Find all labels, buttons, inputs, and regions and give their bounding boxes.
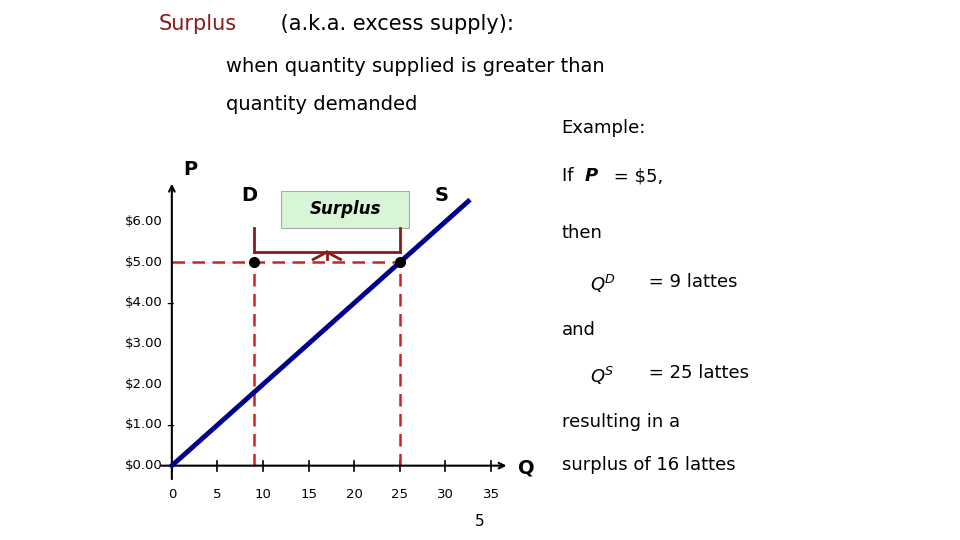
Text: when quantity supplied is greater than: when quantity supplied is greater than: [226, 57, 604, 76]
Text: = 25 lattes: = 25 lattes: [643, 364, 749, 382]
Text: $2.00: $2.00: [125, 378, 162, 391]
Text: quantity demanded: quantity demanded: [226, 94, 417, 113]
Text: $\mathbf{D}$: $\mathbf{D}$: [241, 186, 258, 205]
Text: $\mathbf{\mathit{Q}}^S$: $\mathbf{\mathit{Q}}^S$: [590, 364, 614, 387]
Text: Surplus: Surplus: [158, 14, 236, 33]
Text: 0: 0: [168, 488, 176, 501]
Text: then: then: [562, 224, 603, 242]
Text: $1.00: $1.00: [125, 418, 162, 431]
Text: $5.00: $5.00: [125, 256, 162, 269]
Text: and: and: [562, 321, 595, 339]
FancyBboxPatch shape: [281, 191, 409, 228]
Text: $0.00: $0.00: [125, 459, 162, 472]
Text: 30: 30: [437, 488, 454, 501]
Text: $\mathbf{P}$: $\mathbf{P}$: [182, 160, 198, 179]
Text: Example:: Example:: [562, 119, 646, 137]
Text: resulting in a: resulting in a: [562, 413, 680, 431]
Text: $4.00: $4.00: [125, 296, 162, 309]
Text: –: –: [166, 295, 174, 310]
Text: = 9 lattes: = 9 lattes: [643, 273, 737, 291]
Text: 35: 35: [483, 488, 499, 501]
Text: If: If: [562, 167, 579, 185]
Text: 15: 15: [300, 488, 317, 501]
Text: Surplus: Surplus: [309, 200, 381, 218]
Text: $\mathbf{S}$: $\mathbf{S}$: [434, 186, 448, 205]
Text: $\mathbf{\mathit{Q}}^D$: $\mathbf{\mathit{Q}}^D$: [590, 273, 616, 295]
Text: 25: 25: [392, 488, 408, 501]
Text: 5: 5: [475, 514, 485, 529]
Text: $6.00: $6.00: [125, 215, 162, 228]
Text: $\mathbf{Q}$: $\mathbf{Q}$: [516, 458, 534, 478]
Text: 5: 5: [213, 488, 222, 501]
Text: surplus of 16 lattes: surplus of 16 lattes: [562, 456, 735, 474]
Text: (a.k.a. excess supply):: (a.k.a. excess supply):: [274, 14, 514, 33]
Text: 10: 10: [254, 488, 272, 501]
Text: = $5,: = $5,: [608, 167, 663, 185]
Text: 20: 20: [346, 488, 363, 501]
Text: –: –: [166, 417, 174, 433]
Text: $3.00: $3.00: [125, 337, 162, 350]
Text: P: P: [585, 167, 598, 185]
